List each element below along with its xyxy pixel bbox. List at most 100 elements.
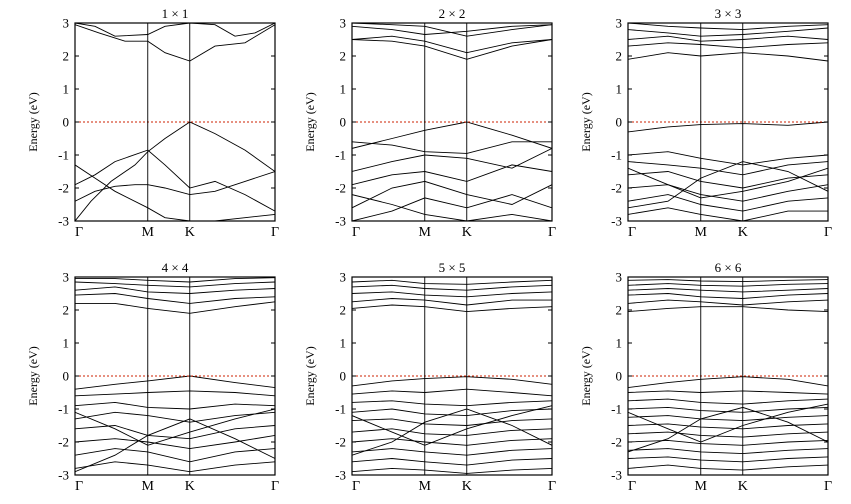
k-point-label: Γ: [628, 225, 636, 240]
band-line: [75, 23, 275, 37]
y-tick-label: 2: [340, 303, 347, 318]
band-line: [628, 448, 828, 455]
y-tick-label: 3: [340, 270, 347, 285]
band-line: [75, 448, 275, 463]
panel-title: 4 × 4: [162, 260, 189, 275]
y-tick-label: 1: [63, 82, 70, 97]
band-line: [352, 39, 552, 60]
y-tick-label: -1: [58, 148, 69, 163]
band-line: [352, 405, 552, 446]
band-line: [75, 418, 275, 473]
band-line: [628, 167, 828, 199]
panel-title: 1 × 1: [162, 6, 189, 21]
band-line: [352, 24, 552, 35]
band-line: [75, 434, 275, 450]
band-line: [75, 24, 275, 62]
k-point-label: K: [738, 225, 748, 240]
band-line: [75, 121, 275, 221]
band-line: [628, 390, 828, 395]
band-line: [628, 23, 828, 31]
band-line: [628, 406, 828, 413]
k-point-label: K: [462, 225, 472, 240]
band-line: [352, 298, 552, 306]
y-tick-label: 0: [340, 369, 347, 384]
band-line: [75, 461, 275, 473]
k-point-label: Γ: [824, 479, 832, 494]
y-tick-label: 0: [340, 115, 347, 130]
y-tick-label: -2: [335, 181, 346, 196]
y-axis-label: Energy (eV): [26, 92, 40, 151]
y-tick-label: 2: [63, 49, 70, 64]
band-line: [628, 121, 828, 133]
band-line: [628, 194, 828, 212]
band-panel: 6 × 6 -3 -2 -1 0 1 2 3 Γ M K Γ Energy (eV): [579, 260, 832, 494]
band-line: [75, 293, 275, 304]
band-line: [628, 306, 828, 313]
k-point-label: Γ: [75, 479, 83, 494]
k-point-label: Γ: [75, 225, 83, 240]
band-line: [352, 194, 552, 221]
y-tick-label: 2: [616, 49, 623, 64]
band-line: [628, 151, 828, 166]
band-line: [352, 438, 552, 446]
band-lines: [352, 279, 552, 474]
band-line: [352, 147, 552, 172]
y-tick-label: -3: [58, 214, 69, 229]
band-line: [352, 458, 552, 466]
y-tick-label: 0: [616, 115, 623, 130]
k-point-label: M: [419, 479, 432, 494]
band-line: [628, 52, 828, 62]
k-point-label: M: [142, 479, 155, 494]
band-line: [352, 291, 552, 298]
y-tick-label: -3: [611, 468, 622, 483]
y-axis-label: Energy (eV): [579, 92, 593, 151]
band-line: [75, 411, 275, 423]
band-line: [628, 456, 828, 463]
band-panel: 1 × 1 -3 -2 -1 0 1 2 3 Γ M K Γ Energy (eV): [26, 6, 279, 240]
band-panel: 4 × 4 -3 -2 -1 0 1 2 3 Γ M K Γ Energy (eV): [26, 260, 279, 494]
y-tick-label: -1: [335, 402, 346, 417]
panel-title: 6 × 6: [715, 260, 742, 275]
y-axis-label: Energy (eV): [579, 346, 593, 405]
k-point-label: Γ: [548, 479, 556, 494]
y-tick-label: 3: [63, 270, 70, 285]
y-tick-label: -2: [335, 435, 346, 450]
k-point-label: Γ: [271, 225, 279, 240]
y-tick-label: 1: [340, 82, 347, 97]
band-line: [75, 277, 275, 283]
k-point-label: K: [462, 479, 472, 494]
band-line: [352, 408, 552, 456]
band-line: [628, 42, 828, 49]
k-point-label: M: [695, 225, 708, 240]
y-tick-label: 3: [616, 270, 623, 285]
panel-title: 2 × 2: [439, 6, 466, 21]
band-line: [352, 141, 552, 154]
y-tick-label: -2: [611, 435, 622, 450]
y-tick-label: -3: [58, 468, 69, 483]
band-line: [75, 375, 275, 390]
band-line: [628, 415, 828, 422]
band-line: [628, 398, 828, 405]
y-tick-label: -2: [58, 435, 69, 450]
band-line: [352, 35, 552, 54]
band-lines: [75, 277, 275, 473]
panel-title: 3 × 3: [715, 6, 742, 21]
band-line: [628, 288, 828, 293]
band-line: [75, 281, 275, 288]
k-point-label: K: [738, 479, 748, 494]
y-tick-label: 0: [63, 369, 70, 384]
band-lines: [628, 279, 828, 471]
y-tick-label: -1: [611, 402, 622, 417]
k-point-label: Γ: [824, 225, 832, 240]
band-line: [75, 149, 275, 212]
band-line: [628, 35, 828, 42]
y-tick-label: 2: [616, 303, 623, 318]
band-line: [75, 408, 275, 446]
y-tick-label: 3: [63, 16, 70, 31]
band-line: [628, 279, 828, 283]
band-line: [352, 376, 552, 387]
y-tick-label: 2: [340, 49, 347, 64]
y-tick-label: 2: [63, 303, 70, 318]
band-line: [352, 194, 552, 221]
